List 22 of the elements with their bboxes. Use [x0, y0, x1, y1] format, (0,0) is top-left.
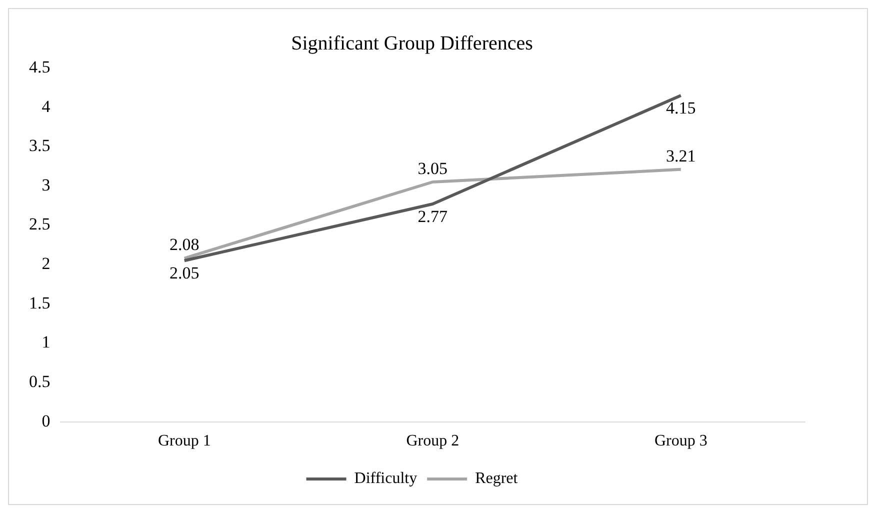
data-label: 3.21 — [666, 146, 696, 166]
y-tick-label: 4.5 — [29, 57, 50, 76]
chart-title: Significant Group Differences — [291, 32, 534, 54]
y-tick-label: 3.5 — [29, 136, 50, 156]
data-label: 2.05 — [170, 264, 200, 283]
y-tick-label: 0 — [42, 411, 50, 430]
x-tick-label: Group 3 — [654, 432, 708, 450]
y-tick-label: 0.5 — [29, 372, 50, 391]
data-label: 2.77 — [418, 206, 448, 226]
y-tick-label: 1.5 — [29, 293, 50, 312]
y-tick-label: 1 — [42, 332, 50, 352]
x-tick-label: Group 2 — [406, 432, 460, 450]
y-tick-label: 3 — [42, 175, 50, 194]
x-tick-label: Group 1 — [158, 432, 211, 450]
data-label: 4.15 — [666, 98, 696, 118]
y-tick-label: 2 — [42, 254, 50, 274]
legend-label: Regret — [475, 470, 518, 488]
legend-label: Difficulty — [354, 470, 418, 488]
data-label: 2.08 — [170, 235, 200, 254]
data-label: 3.05 — [418, 158, 448, 178]
y-tick-label: 2.5 — [29, 214, 50, 234]
y-tick-label: 4 — [42, 96, 51, 116]
